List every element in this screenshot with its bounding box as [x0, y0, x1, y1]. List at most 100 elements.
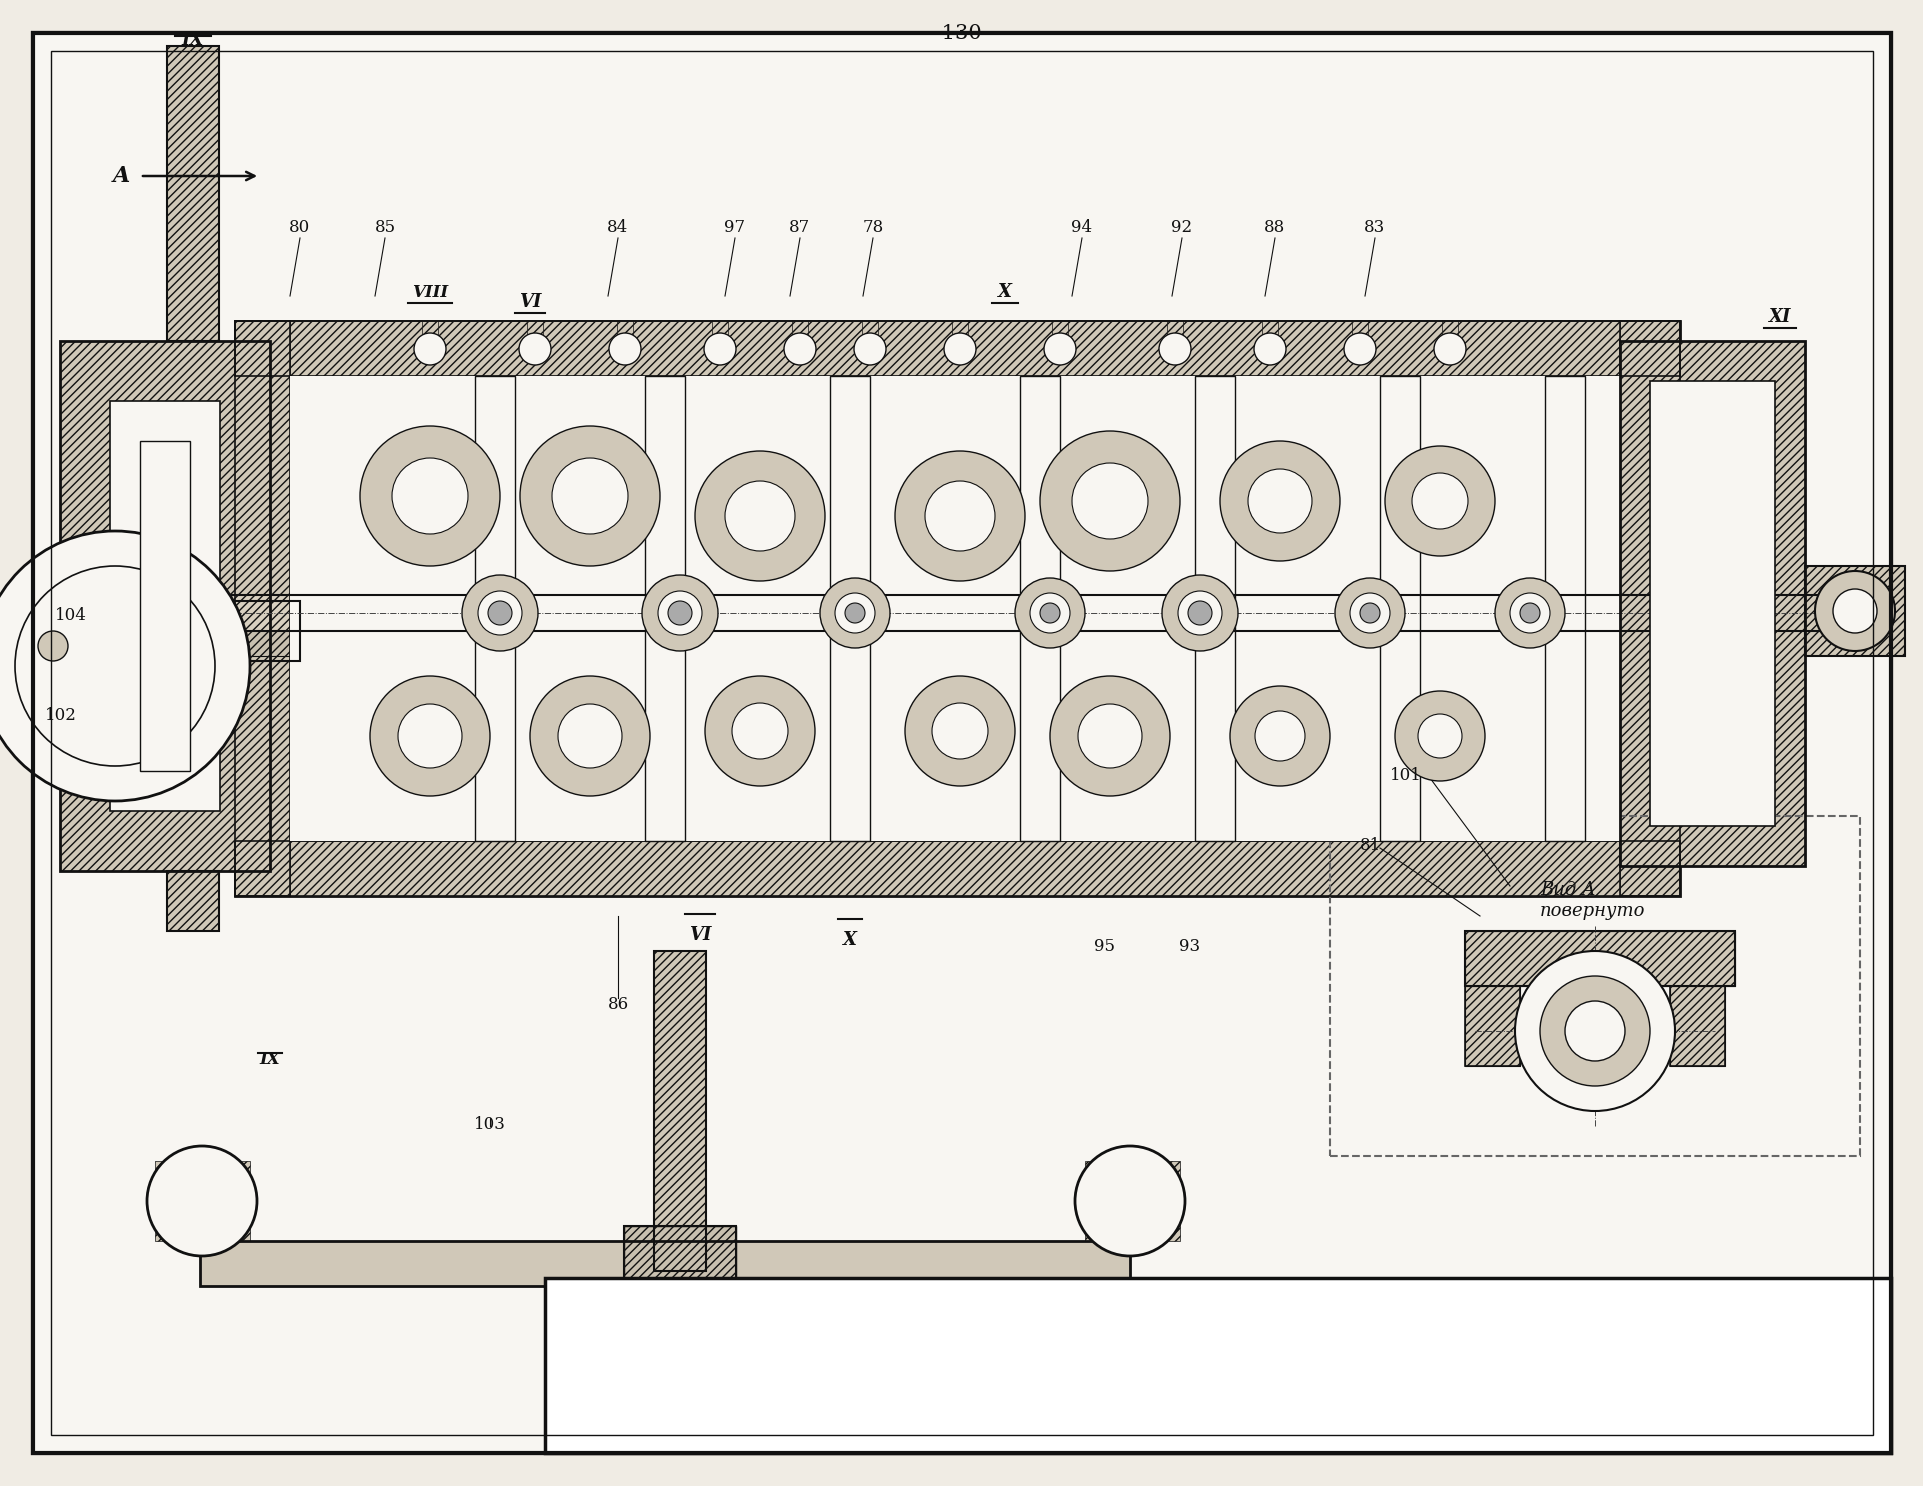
Circle shape: [15, 566, 215, 765]
Text: 92: 92: [1171, 218, 1192, 236]
Bar: [1329, 816, 1860, 1156]
Circle shape: [1050, 676, 1169, 796]
Bar: [110, 401, 219, 811]
Bar: [1052, 321, 1067, 336]
Bar: [1019, 376, 1060, 841]
Circle shape: [1494, 578, 1563, 648]
Circle shape: [462, 575, 538, 651]
Bar: [1040, 431, 1179, 571]
Circle shape: [392, 458, 467, 533]
Bar: [235, 321, 290, 896]
Circle shape: [360, 426, 500, 566]
Circle shape: [519, 333, 550, 366]
Bar: [60, 594, 1888, 632]
Text: Токарно-винт.
станок 1К62: Токарно-винт. станок 1К62: [660, 1302, 800, 1342]
Bar: [1619, 340, 1804, 866]
Bar: [654, 951, 706, 1271]
Circle shape: [894, 450, 1025, 581]
Circle shape: [488, 600, 512, 626]
Bar: [1194, 376, 1235, 841]
Text: 81: 81: [1360, 838, 1381, 854]
Circle shape: [1394, 691, 1485, 782]
Circle shape: [1219, 441, 1338, 562]
Bar: [1669, 987, 1725, 1065]
Circle shape: [1071, 464, 1148, 539]
Bar: [235, 841, 1679, 896]
Bar: [1463, 932, 1735, 987]
Bar: [623, 1226, 737, 1291]
Bar: [519, 426, 660, 566]
Text: 103: 103: [473, 1116, 506, 1132]
Bar: [369, 676, 490, 796]
Bar: [1544, 376, 1585, 841]
Text: X: X: [842, 932, 856, 950]
Circle shape: [1044, 333, 1075, 366]
Circle shape: [835, 593, 875, 633]
Bar: [1494, 578, 1563, 648]
Text: 80: 80: [288, 218, 310, 236]
Bar: [235, 321, 1679, 376]
Circle shape: [610, 333, 640, 366]
Bar: [527, 321, 542, 336]
Circle shape: [1350, 593, 1388, 633]
Circle shape: [1040, 431, 1179, 571]
Bar: [1019, 376, 1060, 841]
Bar: [544, 1278, 1890, 1453]
Circle shape: [1254, 710, 1304, 761]
Bar: [1385, 446, 1494, 556]
Bar: [1463, 932, 1735, 987]
Text: 84: 84: [608, 218, 629, 236]
Circle shape: [704, 676, 815, 786]
Circle shape: [783, 333, 815, 366]
Bar: [1650, 380, 1775, 826]
Circle shape: [704, 333, 737, 366]
Bar: [1463, 987, 1519, 1065]
Bar: [712, 321, 727, 336]
Bar: [623, 1226, 737, 1291]
Bar: [1544, 376, 1585, 841]
Text: 93: 93: [1179, 938, 1200, 955]
Bar: [1050, 676, 1169, 796]
Bar: [167, 46, 219, 340]
Circle shape: [1538, 976, 1650, 1086]
Bar: [167, 46, 219, 340]
Circle shape: [1161, 575, 1236, 651]
Text: Фартук: Фартук: [675, 1397, 785, 1421]
Bar: [60, 340, 269, 871]
Circle shape: [819, 578, 890, 648]
Circle shape: [1029, 593, 1069, 633]
Bar: [156, 1161, 250, 1241]
Circle shape: [1075, 1146, 1185, 1256]
Circle shape: [1040, 603, 1060, 623]
Circle shape: [519, 426, 660, 566]
Bar: [167, 871, 219, 932]
Bar: [140, 441, 190, 771]
Text: Вид А
повернуто: Вид А повернуто: [1538, 881, 1644, 920]
Text: VIII: VIII: [660, 1302, 700, 1320]
Circle shape: [1360, 603, 1379, 623]
Circle shape: [1563, 1002, 1625, 1061]
Text: XI: XI: [1767, 308, 1790, 325]
Circle shape: [731, 703, 788, 759]
Circle shape: [944, 333, 975, 366]
Bar: [65, 545, 106, 606]
Bar: [165, 1174, 238, 1227]
Text: VIII: VIII: [412, 284, 448, 302]
Circle shape: [1433, 333, 1465, 366]
Bar: [704, 676, 815, 786]
Bar: [1463, 987, 1519, 1065]
Bar: [1229, 687, 1329, 786]
Text: 88: 88: [1263, 218, 1285, 236]
Text: 83: 83: [1363, 218, 1385, 236]
Bar: [360, 426, 500, 566]
Bar: [1261, 321, 1277, 336]
Circle shape: [1254, 333, 1285, 366]
Circle shape: [1813, 571, 1894, 651]
Bar: [235, 321, 290, 896]
Bar: [1394, 691, 1485, 782]
Circle shape: [477, 591, 521, 635]
Circle shape: [667, 600, 692, 626]
Circle shape: [658, 591, 702, 635]
Circle shape: [1417, 713, 1461, 758]
Bar: [792, 321, 808, 336]
